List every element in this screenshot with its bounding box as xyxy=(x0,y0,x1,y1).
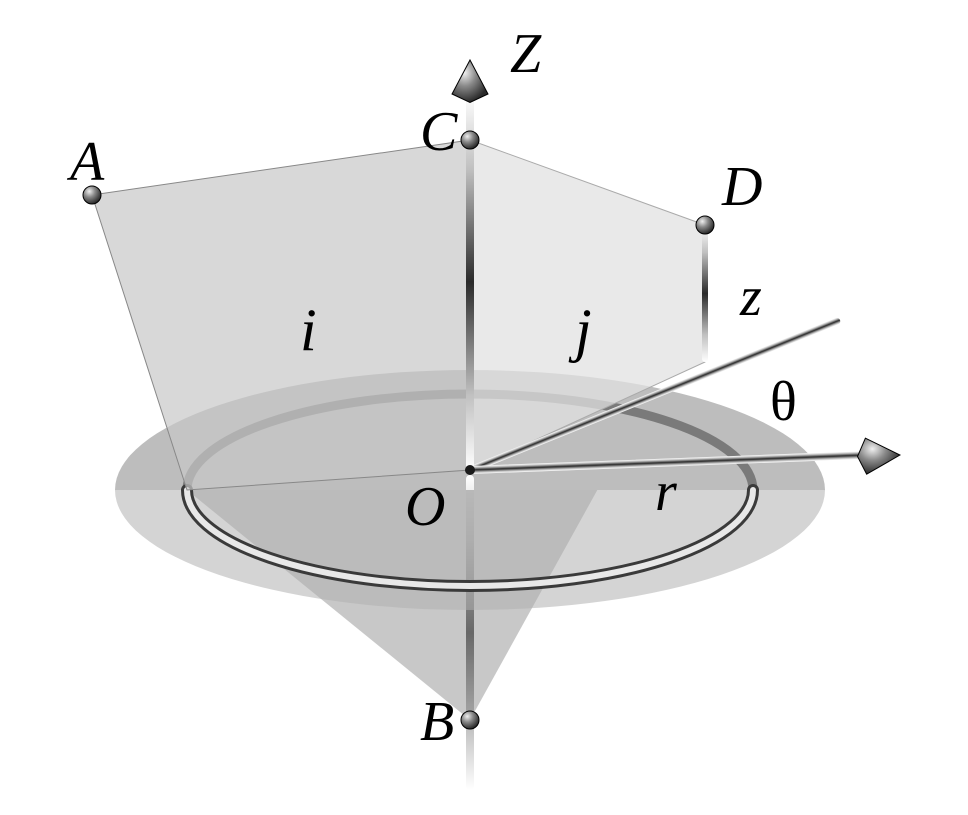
point-B xyxy=(461,711,479,729)
label-D: D xyxy=(721,156,762,218)
point-D xyxy=(696,216,714,234)
label-B: B xyxy=(420,691,454,753)
label-i: i xyxy=(300,297,317,363)
label-r: r xyxy=(655,461,677,523)
label-theta: θ xyxy=(770,371,797,433)
label-A: A xyxy=(66,131,105,193)
z-segment xyxy=(702,225,708,362)
label-z: z xyxy=(739,266,762,328)
label-Z: Z xyxy=(510,23,542,85)
arrowhead-icon xyxy=(858,438,900,474)
arrowhead-icon xyxy=(452,60,488,103)
label-C: C xyxy=(420,101,458,163)
z-axis-upper xyxy=(466,94,474,470)
origin-dot xyxy=(465,465,475,475)
point-C xyxy=(461,131,479,149)
label-O: O xyxy=(405,476,445,538)
cylindrical-coordinate-diagram: ZACDBOijrzθ xyxy=(0,0,968,815)
triangle-i xyxy=(92,140,470,490)
